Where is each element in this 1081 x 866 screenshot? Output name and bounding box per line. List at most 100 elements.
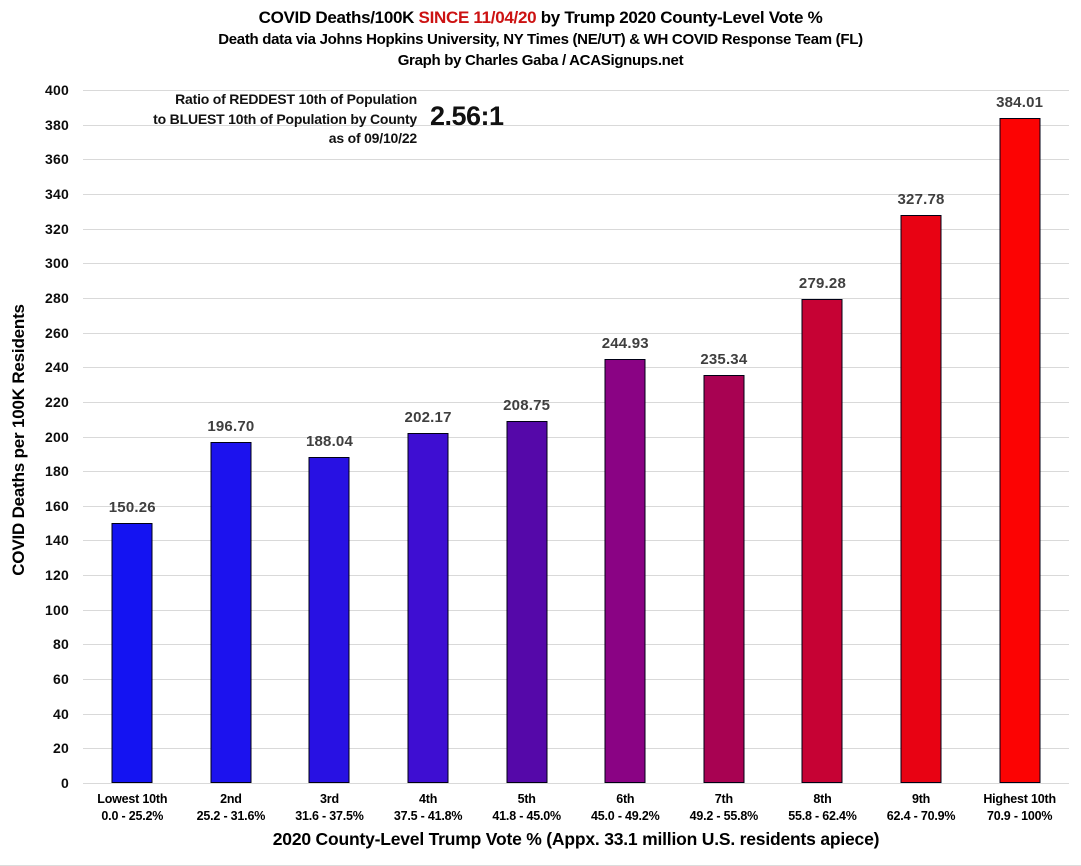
category-range-label: 31.6 - 37.5% [295,808,364,823]
y-tick-label: 140 [45,532,69,549]
gridline [83,297,1069,299]
y-tick-label: 180 [45,463,69,480]
y-tick-label: 280 [45,289,69,306]
y-tick-label: 120 [45,567,69,584]
gridline [83,90,1069,91]
bar-slot: 244.93 [576,90,675,783]
ratio-annotation-line1: Ratio of REDDEST 10th of Population [175,91,417,107]
category-label: 6th [616,792,635,806]
category-range-label: 49.2 - 55.8% [689,808,759,823]
y-tick-label: 200 [45,428,69,445]
plot-area: Ratio of REDDEST 10th of Population to B… [45,82,1069,791]
bar-value-label: 208.75 [503,397,551,415]
chart-title-prefix: COVID Deaths/100K [258,8,419,27]
bar-slot: 188.04 [280,90,379,783]
y-tick-label: 360 [45,151,69,168]
bar [999,117,1041,783]
bar-slot: 279.28 [773,90,872,783]
y-tick-label: 380 [45,116,69,133]
ratio-annotation-line3: as of 09/10/22 [328,130,417,146]
y-tick-label: 60 [53,671,69,688]
category-range-label: 55.8 - 62.4% [788,808,857,823]
y-tick-label: 160 [45,497,69,514]
y-tick-label: 80 [53,636,69,653]
y-tick-label: 260 [45,324,69,341]
gridline [83,644,1069,646]
category-range-label: 41.8 - 45.0% [492,808,561,823]
category-range-label: 0.0 - 25.2% [101,808,164,823]
category-label: 7th [714,792,733,806]
gridline [83,679,1069,681]
x-category: 5th 41.8 - 45.0% [477,791,576,824]
bars-container: 150.26 196.70 188.04 202.17 208.75 244.93 235.… [83,90,1069,783]
gridline [83,159,1069,161]
category-label: Highest 10th [983,792,1056,806]
gridline [83,367,1069,369]
category-label: 4th [419,792,438,806]
gridline [83,332,1069,334]
category-label: 9th [911,792,931,806]
bar [111,522,153,783]
x-axis-baseline [83,783,1069,784]
chart-title: COVID Deaths/100K SINCE 11/04/20 by Trum… [0,6,1081,29]
chart-header: COVID Deaths/100K SINCE 11/04/20 by Trum… [0,6,1081,71]
x-category: 3rd 31.6 - 37.5% [280,791,379,824]
bar-slot: 327.78 [872,90,971,783]
category-label: 3rd [320,792,339,806]
gridline [83,748,1069,750]
category-range-label: 70.9 - 100% [987,808,1053,823]
y-tick-label: 340 [45,185,69,202]
bar [703,375,745,783]
bar [407,432,449,783]
bar [801,299,843,783]
category-label: Lowest 10th [97,792,168,806]
bar-value-label: 235.34 [700,351,748,369]
y-tick-label: 240 [45,359,69,376]
chart-subtitle-credit: Graph by Charles Gaba / ACASignups.net [397,52,684,69]
gridline [83,193,1069,195]
bar-value-label: 196.70 [207,418,255,436]
gridline [83,436,1069,438]
bar-value-label: 150.26 [108,498,156,516]
gridline [83,401,1069,403]
gridline [83,471,1069,473]
bar-slot: 384.01 [970,90,1069,783]
y-tick-label: 0 [61,775,69,791]
gridline [83,609,1069,611]
ratio-annotation: Ratio of REDDEST 10th of Population to B… [111,90,504,149]
y-tick-label: 320 [45,220,69,237]
category-label: 2nd [220,792,242,806]
category-range-label: 37.5 - 41.8% [393,808,463,823]
y-tick-label: 220 [45,393,69,410]
chart-subtitle-source: Death data via Johns Hopkins University,… [218,31,863,48]
bar-value-label: 279.28 [798,275,846,293]
x-category: 8th 55.8 - 62.4% [773,791,872,824]
x-category: 9th 62.4 - 70.9% [872,791,971,824]
category-range-label: 25.2 - 31.6% [196,808,266,823]
x-category-labels: Lowest 10th 0.0 - 25.2% 2nd 25.2 - 31.6% 3rd… [83,791,1069,824]
bar-slot: 150.26 [83,90,182,783]
x-category: 4th 37.5 - 41.8% [379,791,478,824]
bar-value-label: 188.04 [305,433,354,451]
category-label: 5th [517,792,536,806]
bar-slot: 202.17 [379,90,478,783]
bar-slot: 235.34 [675,90,774,783]
x-category: Lowest 10th 0.0 - 25.2% [83,791,182,824]
ratio-annotation-line2: to BLUEST 10th of Population by County [153,110,417,127]
category-range-label: 62.4 - 70.9% [886,808,956,823]
gridline [83,228,1069,230]
ratio-value: 2.56:1 [430,101,504,131]
category-label: 8th [813,792,832,806]
x-category: 2nd 25.2 - 31.6% [182,791,281,824]
bar [210,442,252,783]
gridline [83,124,1069,126]
x-category: 6th 45.0 - 49.2% [576,791,675,824]
y-tick-label: 20 [53,740,69,757]
bar-value-label: 327.78 [897,191,945,209]
bar-value-label: 384.01 [996,93,1044,111]
bar [506,421,548,783]
gridline [83,263,1069,265]
x-category: Highest 10th 70.9 - 100% [970,791,1069,824]
bar [308,457,350,783]
